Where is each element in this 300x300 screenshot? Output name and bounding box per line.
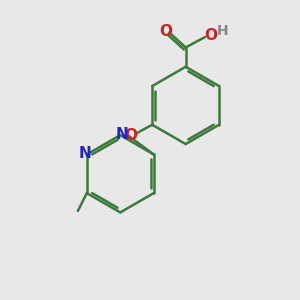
Text: O: O (159, 24, 172, 39)
Text: H: H (216, 24, 228, 38)
Text: O: O (204, 28, 217, 43)
Text: N: N (116, 127, 128, 142)
Text: N: N (79, 146, 92, 161)
Text: O: O (124, 128, 137, 142)
